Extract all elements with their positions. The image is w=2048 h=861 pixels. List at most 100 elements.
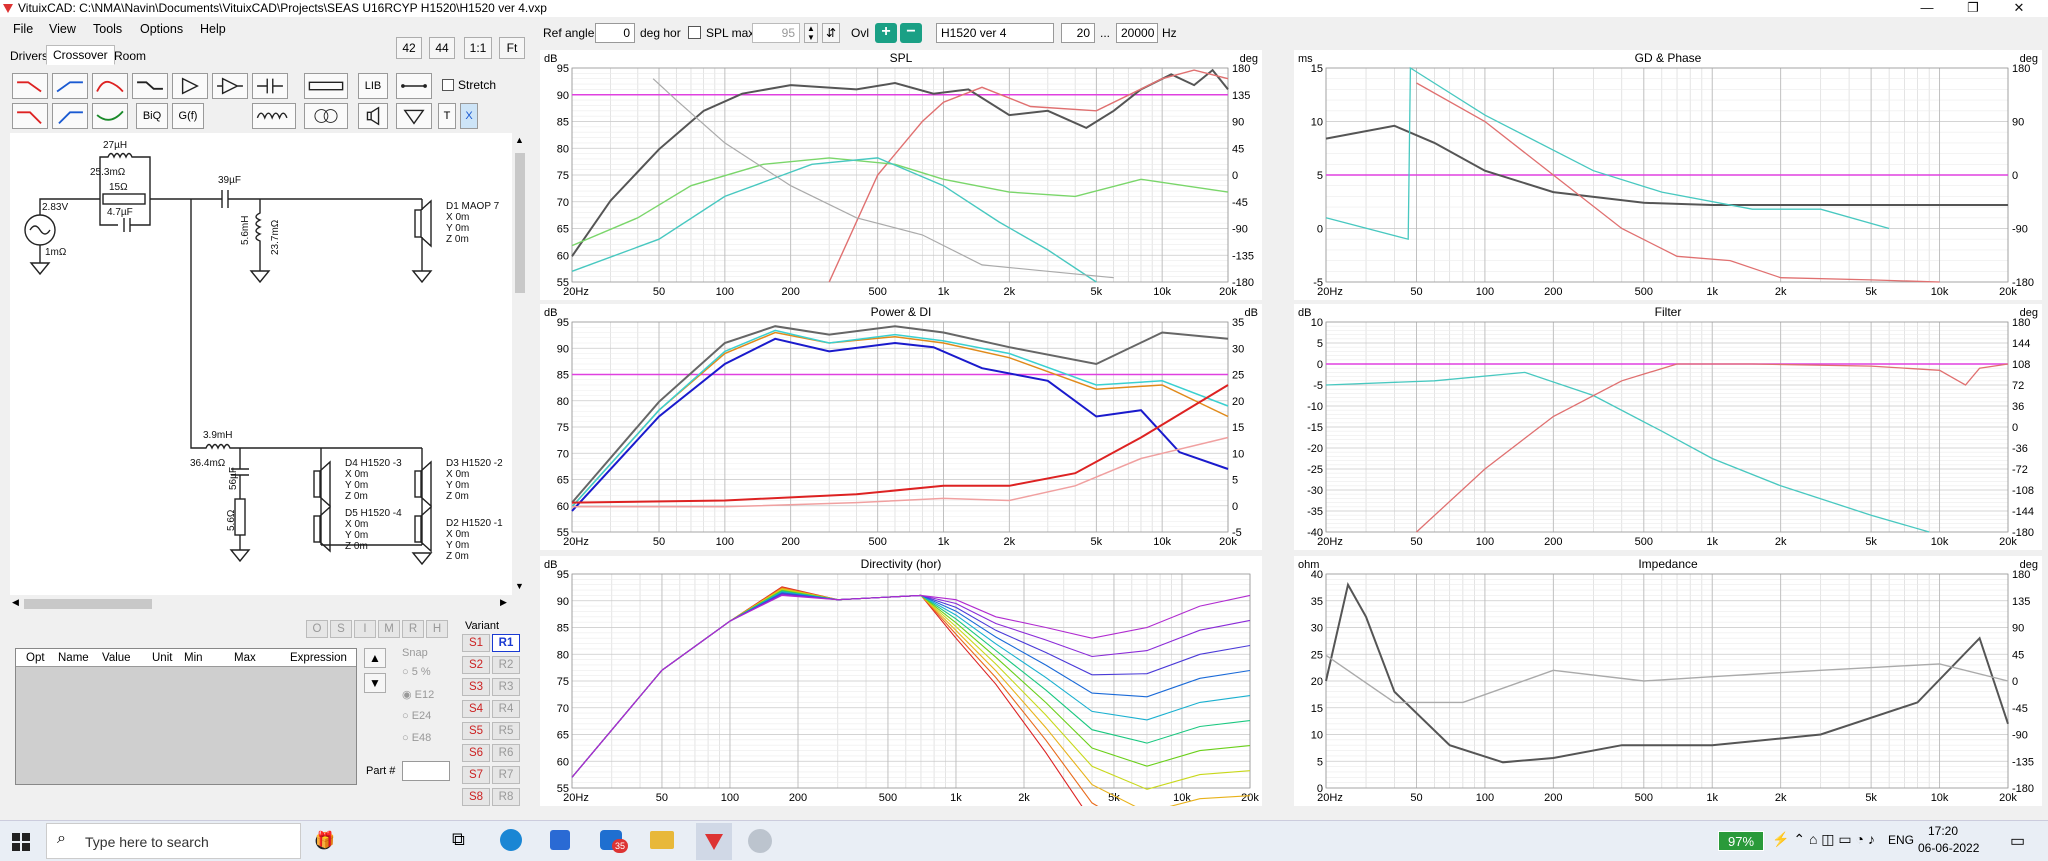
variant-r8[interactable]: R8 xyxy=(492,788,520,806)
add-overlay-button[interactable]: + xyxy=(875,23,897,43)
opt-r-button[interactable]: R xyxy=(402,620,424,638)
wire-icon[interactable] xyxy=(396,73,432,99)
highpass-1st-icon[interactable] xyxy=(52,73,88,99)
move-up-button[interactable]: ▲ xyxy=(364,648,386,668)
buffer-icon[interactable] xyxy=(212,73,248,99)
app-icon[interactable] xyxy=(748,829,772,853)
zoom-42-button[interactable]: 42 xyxy=(396,37,422,59)
opt-i-button[interactable]: I xyxy=(354,620,376,638)
variant-s4[interactable]: S4 xyxy=(462,700,490,718)
part-number-input[interactable] xyxy=(402,761,450,781)
inductor-icon[interactable] xyxy=(252,103,296,129)
variant-s8[interactable]: S8 xyxy=(462,788,490,806)
variant-s2[interactable]: S2 xyxy=(462,656,490,674)
battery-percent[interactable]: 97% xyxy=(1718,831,1764,851)
schematic-vertical-scrollbar[interactable]: ▲ ▼ xyxy=(513,133,527,595)
close-button[interactable]: ✕ xyxy=(2013,0,2025,15)
clock-date[interactable]: 06-06-2022 xyxy=(1918,841,1980,855)
scroll-left-icon[interactable]: ◀ xyxy=(12,597,19,607)
variant-r1[interactable]: R1 xyxy=(492,634,520,652)
variant-s6[interactable]: S6 xyxy=(462,744,490,762)
menu-help[interactable]: Help xyxy=(200,22,226,36)
optimizer-table[interactable]: Opt Name Value Unit Min Max Expression xyxy=(15,648,357,785)
transformer-icon[interactable] xyxy=(304,103,348,129)
tab-crossover[interactable]: Crossover xyxy=(46,45,115,65)
opt-m-button[interactable]: M xyxy=(378,620,400,638)
tab-drivers[interactable]: Drivers xyxy=(10,49,48,63)
spl-max-checkbox[interactable] xyxy=(688,26,701,39)
freq-from-input[interactable]: 20 xyxy=(1061,23,1095,43)
lowpass-1st-icon[interactable] xyxy=(12,73,48,99)
lowpass-2nd-icon[interactable] xyxy=(12,103,48,129)
edge-icon[interactable] xyxy=(500,829,522,851)
scroll-down-icon[interactable]: ▼ xyxy=(515,581,524,591)
bandpass-icon[interactable] xyxy=(92,73,128,99)
menu-options[interactable]: Options xyxy=(140,22,184,36)
variant-r4[interactable]: R4 xyxy=(492,700,520,718)
stretch-checkbox[interactable] xyxy=(442,79,454,91)
filter-panel[interactable]: Filter dB deg 10 180 5 144 0 108 -5 72 -10 36 -15 0 -20… xyxy=(1294,304,2042,550)
amplifier-icon[interactable] xyxy=(172,73,208,99)
resistor-icon[interactable] xyxy=(304,73,348,99)
directivity-panel[interactable]: Directivity (hor) dB 95 90 85 80 75 70 65 60 55 20H… xyxy=(540,556,1262,860)
schematic-horizontal-scrollbar[interactable]: ◀ ▶ xyxy=(10,596,512,612)
variant-r5[interactable]: R5 xyxy=(492,722,520,740)
language-indicator[interactable]: ENG xyxy=(1888,833,1915,847)
schematic-canvas[interactable]: 27µH 25.3mΩ 15Ω 4.7µF 2.83V 1mΩ 39µF 5.6… xyxy=(10,133,512,595)
file-explorer-icon[interactable] xyxy=(650,831,674,849)
snap-e48-radio[interactable]: ○ E48 xyxy=(402,732,432,744)
gf-button[interactable]: G(f) xyxy=(172,103,204,129)
notch-icon[interactable] xyxy=(92,103,128,129)
impedance-panel[interactable]: Impedance ohm deg 40 180 35 135 30 90 25 45 20 0 15 -4… xyxy=(1294,556,2042,806)
clock-time[interactable]: 17:20 xyxy=(1928,824,1959,838)
power-di-panel[interactable]: Power & DI dB dB 95 35 90 30 85 25 80 20 75 15 70 10 65… xyxy=(540,304,1262,550)
text-tool-button[interactable]: T xyxy=(438,103,456,129)
variant-r3[interactable]: R3 xyxy=(492,678,520,696)
store-icon[interactable] xyxy=(550,830,570,850)
reset-arrows-button[interactable]: ⇵ xyxy=(822,23,840,43)
delete-tool-button[interactable]: X xyxy=(460,103,478,129)
opt-o-button[interactable]: O xyxy=(306,620,328,638)
zoom-1to1-button[interactable]: 1:1 xyxy=(464,37,492,59)
task-view-icon[interactable]: ⧉ xyxy=(452,829,465,849)
variant-s7[interactable]: S7 xyxy=(462,766,490,784)
library-button[interactable]: LIB xyxy=(358,73,388,99)
highpass-2nd-icon[interactable] xyxy=(52,103,88,129)
capacitor-icon[interactable] xyxy=(252,73,288,99)
menu-file[interactable]: File xyxy=(13,22,34,36)
freq-to-input[interactable]: 20000 xyxy=(1116,23,1158,43)
cortana-icon[interactable] xyxy=(315,832,333,850)
taskbar-search-box[interactable]: ⌕ Type here to search 🎁 xyxy=(46,823,335,859)
zoom-fit-button[interactable]: Ft xyxy=(499,37,525,59)
ref-angle-input[interactable]: 0 xyxy=(595,23,635,43)
tab-room[interactable]: Room xyxy=(114,49,147,63)
notifications-icon[interactable]: ▭ xyxy=(2010,833,2026,850)
driver-icon[interactable] xyxy=(358,103,388,129)
menu-tools[interactable]: Tools xyxy=(93,22,123,36)
snap-e24-radio[interactable]: ○ E24 xyxy=(402,710,432,722)
zoom-44-button[interactable]: 44 xyxy=(429,37,455,59)
variant-s1[interactable]: S1 xyxy=(462,634,490,652)
ground-icon[interactable] xyxy=(396,103,432,129)
variant-r6[interactable]: R6 xyxy=(492,744,520,762)
variant-s3[interactable]: S3 xyxy=(462,678,490,696)
move-down-button[interactable]: ▼ xyxy=(364,673,386,693)
opt-h-button[interactable]: H xyxy=(426,620,448,638)
opt-s-button[interactable]: S xyxy=(330,620,352,638)
minimize-button[interactable]: — xyxy=(1920,0,1934,15)
scroll-right-icon[interactable]: ▶ xyxy=(500,597,507,607)
windows-start-icon[interactable] xyxy=(12,833,30,851)
overlay-name-input[interactable]: H1520 ver 4 xyxy=(936,23,1054,43)
biquad-button[interactable]: BiQ xyxy=(136,103,168,129)
tray-icons[interactable]: ⚡ ⌃ ⌂ ◫ ▭ ◔ ♪ xyxy=(1772,831,1875,847)
maximize-button[interactable]: ❐ xyxy=(1967,0,1979,15)
menu-view[interactable]: View xyxy=(49,22,76,36)
remove-overlay-button[interactable]: − xyxy=(900,23,922,43)
spl-max-stepper[interactable]: ▲ ▼ xyxy=(804,23,818,43)
variant-s5[interactable]: S5 xyxy=(462,722,490,740)
shelf-icon[interactable] xyxy=(132,73,168,99)
variant-r7[interactable]: R7 xyxy=(492,766,520,784)
variant-r2[interactable]: R2 xyxy=(492,656,520,674)
scroll-up-icon[interactable]: ▲ xyxy=(515,135,524,145)
gd-phase-panel[interactable]: GD & Phase ms deg 15 180 10 90 5 0 0 -90 -5 -180 20Hz… xyxy=(1294,50,2042,300)
